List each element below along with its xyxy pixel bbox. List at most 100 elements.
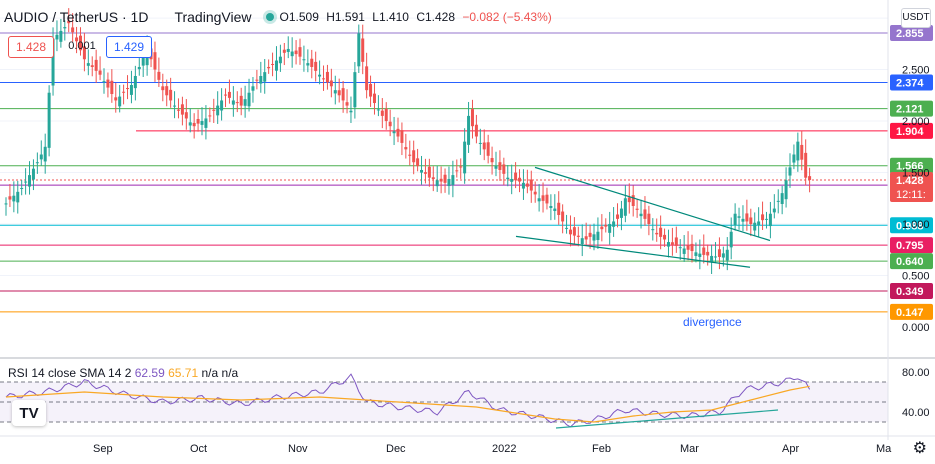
candle-body [35,162,39,164]
candle-body [133,75,137,89]
level-price-label: 1.904 [896,126,924,138]
candle-body [698,253,702,257]
candle-body [510,178,514,182]
candle-body [576,235,580,237]
candle-body [8,196,12,200]
candle-body [420,169,424,173]
candle-body [337,90,341,96]
candle-body [478,142,482,144]
candle-body [443,174,447,183]
candle-body [710,255,714,263]
level-price-label: 0.349 [896,286,924,298]
rsi-label: RSI 14 close SMA 14 2 [8,366,132,380]
candle-body [502,164,506,174]
candle-body [325,71,329,83]
candle-body [137,66,141,70]
symbol-title[interactable]: AUDIO / TetherUS · 1D [4,9,149,25]
candle-body [596,231,600,241]
candle-body [271,63,275,65]
candle-body [122,91,126,93]
candle-body [153,52,157,70]
rsi-legend[interactable]: RSI 14 close SMA 14 2 62.59 65.71 n/a n/… [8,366,238,380]
candle-body [482,142,486,150]
annotation-text: divergence [683,315,742,329]
candle-body [761,214,765,221]
gear-icon[interactable]: ⚙ [912,440,927,457]
candle-body [106,79,110,88]
candle-body [514,172,518,181]
candle-body [267,66,271,69]
candle-body [553,208,557,211]
candle-body [682,248,686,254]
candle-body [322,78,326,80]
change-value: −0.082 (−5.43%) [462,10,552,24]
candle-body [741,218,745,222]
candle-body [318,74,322,77]
candle-body [126,88,130,90]
candle-body [310,58,314,67]
candle-body [427,166,431,178]
candle-body [90,65,94,67]
candle-body [353,72,357,108]
candle-body [721,253,725,258]
last-price-label: 1.428 [896,175,924,187]
candle-body [59,30,63,42]
candle-body [678,247,682,249]
candle-body [663,234,667,240]
candle-body [768,213,772,227]
rsi-tick-label: 80.00 [902,367,930,379]
candle-body [184,112,188,119]
candle-body [455,170,459,172]
candle-body [239,95,243,106]
currency-button[interactable]: USDT [901,8,931,28]
candle-body [129,85,133,95]
candle-body [263,72,267,82]
candle-body [404,147,408,150]
candle-body [518,177,522,182]
rsi-pane: 80.00 40.00 [0,357,935,437]
candle-body [369,84,373,97]
candle-body [521,182,525,189]
candle-body [635,208,639,210]
drawings: divergence [515,166,771,329]
level-price-tag [890,253,933,270]
sell-button[interactable]: 1.428 [8,36,54,58]
candle-body [94,59,98,71]
candle-body [286,48,290,52]
candle-body [47,92,51,148]
candle-body [86,63,90,66]
price-tick-label: 0.000 [902,322,930,334]
candle-body [780,193,784,204]
time-tick-label: Nov [288,443,308,455]
candle-body [757,221,761,226]
candle-body [714,256,718,258]
candle-body [231,100,235,105]
level-price-label: 0.988 [896,220,924,232]
candle-body [78,35,82,51]
candle-body [498,162,502,170]
candle-body [192,122,196,127]
tradingview-logo-icon[interactable]: TV [12,400,46,426]
candle-body [545,194,549,204]
price-tick-label: 2.500 [902,65,930,77]
rsi-tick-label: 40.00 [902,407,930,419]
candle-body [474,124,478,137]
candle-body [529,179,533,191]
candle-body [173,105,177,107]
candle-body [568,229,572,235]
rsi-value: 62.59 [134,366,165,380]
buy-button[interactable]: 1.429 [106,36,152,58]
candle-body [188,122,192,126]
candle-body [110,80,114,95]
candle-body [533,191,537,195]
candle-body [208,115,212,117]
candle-body [702,247,706,255]
candle-body [525,183,529,187]
candle-body [220,100,224,111]
time-tick-label: 2022 [492,443,516,455]
candle-body [224,94,228,96]
candle-body [733,213,737,226]
candle-body [247,92,251,107]
rsi-line [5,373,811,428]
